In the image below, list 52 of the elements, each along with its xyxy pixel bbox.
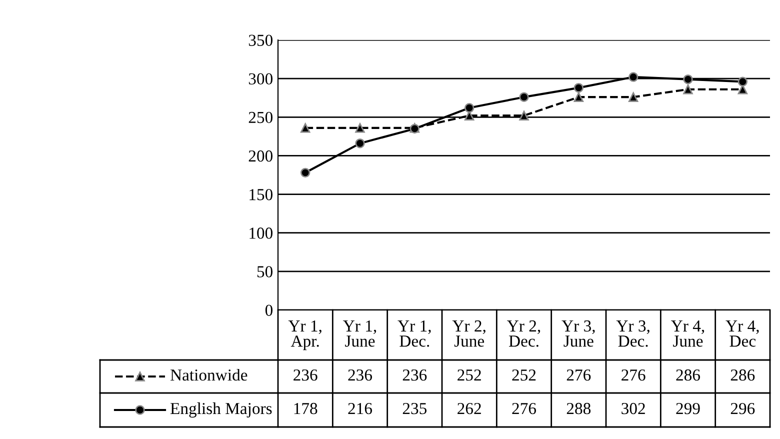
data-label: 236 — [348, 369, 372, 381]
point — [300, 123, 310, 133]
data-label: 236 — [294, 369, 318, 381]
data-label: 252 — [512, 369, 536, 381]
point — [519, 92, 529, 102]
x-tick-label: Yr 4, June — [671, 320, 704, 347]
y-tick-label: 100 — [250, 228, 273, 239]
data-label: 235 — [402, 402, 427, 414]
x-tick-label: Yr 2, June — [452, 320, 486, 347]
data-label: 178 — [294, 402, 318, 414]
point — [738, 84, 748, 94]
point — [355, 138, 365, 148]
y-tick-label: 150 — [250, 188, 273, 200]
point — [464, 103, 474, 113]
data-label: 236 — [402, 369, 427, 381]
data-label: 288 — [566, 402, 591, 414]
x-tick-label: Yr 1, Apr. — [288, 320, 322, 350]
legend-label: Nationwide — [170, 368, 248, 381]
point — [519, 110, 529, 120]
data-label: 262 — [458, 402, 481, 414]
x-tick-label: Yr 3, June — [562, 320, 595, 347]
y-tick-label: 50 — [257, 266, 273, 278]
data-label: 286 — [730, 369, 755, 381]
data-label: 252 — [458, 369, 481, 381]
x-tick-label: Yr 3, Dec. — [616, 320, 650, 347]
x-tick-label: Yr 2, Dec. — [507, 320, 540, 347]
point — [574, 92, 584, 102]
x-tick-label: Yr 1, June — [343, 320, 376, 347]
data-label: 276 — [622, 369, 646, 381]
y-tick-label: 0 — [265, 304, 273, 316]
data-label: 296 — [730, 402, 755, 414]
point — [628, 72, 638, 82]
legend-label: English Majors — [170, 402, 272, 418]
y-tick-label: 200 — [248, 150, 273, 162]
point — [355, 123, 365, 133]
data-label: 216 — [348, 402, 372, 414]
data-label: 276 — [566, 369, 591, 381]
y-tick-label: 350 — [248, 34, 273, 46]
y-tick-label: 250 — [248, 112, 273, 124]
point — [738, 76, 748, 87]
y-tick-label: 300 — [248, 73, 273, 85]
point — [683, 84, 693, 94]
data-label: 299 — [676, 402, 700, 414]
point — [574, 82, 584, 93]
point — [300, 168, 310, 178]
point — [628, 92, 638, 102]
data-label: 276 — [512, 402, 536, 414]
x-tick-label: Yr 4, Dec — [726, 320, 759, 347]
data-label: 286 — [676, 369, 700, 381]
data-label: 302 — [622, 402, 645, 414]
x-tick-label: Yr 1, Dec. — [398, 320, 431, 347]
point — [683, 74, 693, 84]
